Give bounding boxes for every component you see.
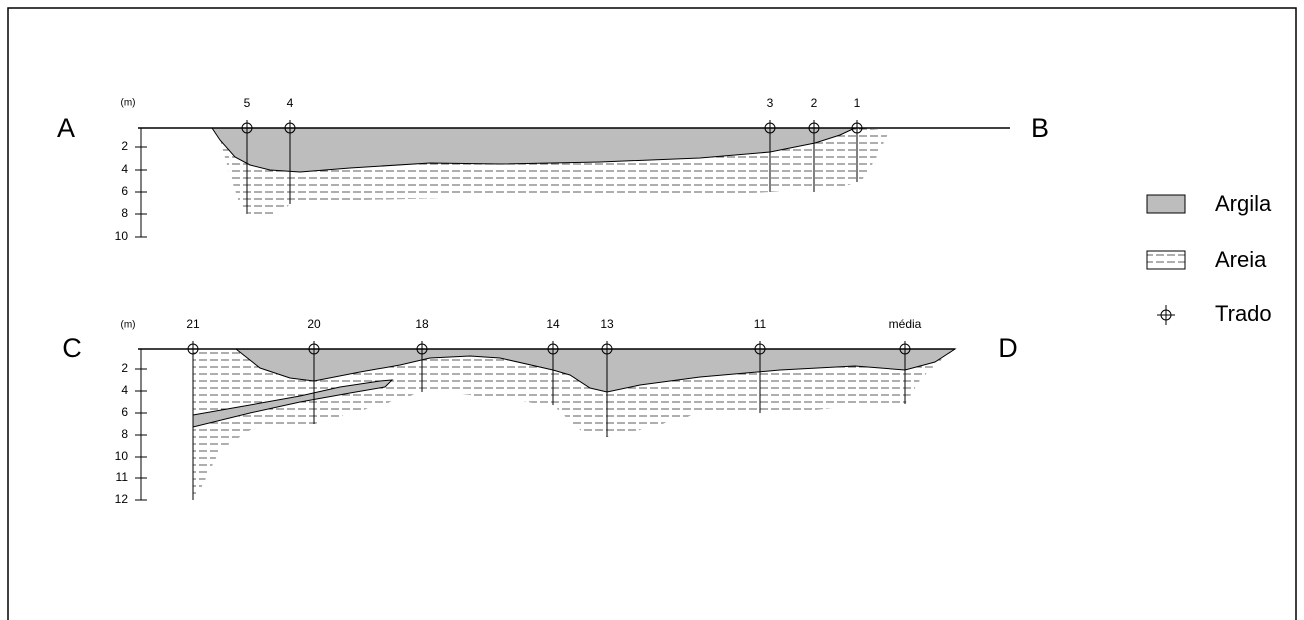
depth-label: 2 bbox=[121, 361, 128, 375]
depth-label: 6 bbox=[121, 405, 128, 419]
depth-label: 11 bbox=[116, 470, 129, 484]
borehole-label: 13 bbox=[600, 317, 614, 331]
legend-symbol bbox=[1157, 305, 1175, 325]
depth-label: 10 bbox=[115, 449, 129, 463]
borehole-label: 20 bbox=[307, 317, 321, 331]
legend-label: Argila bbox=[1215, 191, 1272, 216]
depth-label: 4 bbox=[121, 383, 128, 397]
depth-label: 6 bbox=[121, 184, 128, 198]
depth-label: 8 bbox=[121, 427, 128, 441]
borehole-label: 11 bbox=[754, 317, 767, 331]
depth-label: 12 bbox=[115, 492, 129, 506]
borehole-label: 2 bbox=[811, 96, 818, 110]
frame bbox=[8, 8, 1296, 620]
depth-label: 2 bbox=[121, 139, 128, 153]
legend-label: Trado bbox=[1215, 301, 1272, 326]
section-end: B bbox=[1031, 113, 1049, 143]
legend-swatch bbox=[1147, 195, 1185, 213]
borehole-label: 21 bbox=[186, 317, 200, 331]
borehole-label: 4 bbox=[287, 96, 294, 110]
depth-label: 10 bbox=[115, 229, 129, 243]
depth-label: 8 bbox=[121, 206, 128, 220]
section-start: C bbox=[62, 333, 82, 363]
legend-swatch bbox=[1147, 251, 1185, 269]
unit-label: (m) bbox=[121, 320, 136, 331]
legend-label: Areia bbox=[1215, 247, 1267, 272]
section-start: A bbox=[57, 113, 75, 143]
borehole-label: média bbox=[889, 317, 922, 331]
section-end: D bbox=[998, 333, 1018, 363]
unit-label: (m) bbox=[121, 98, 136, 109]
borehole-label: 1 bbox=[854, 96, 861, 110]
depth-label: 4 bbox=[121, 162, 128, 176]
borehole-label: 14 bbox=[546, 317, 560, 331]
diagram: A B (m) C D (m) Argila Areia Trado 2 4 6 8 1… bbox=[0, 0, 1304, 620]
borehole-label: 3 bbox=[767, 96, 774, 110]
borehole-label: 5 bbox=[244, 96, 251, 110]
borehole-label: 18 bbox=[415, 317, 429, 331]
